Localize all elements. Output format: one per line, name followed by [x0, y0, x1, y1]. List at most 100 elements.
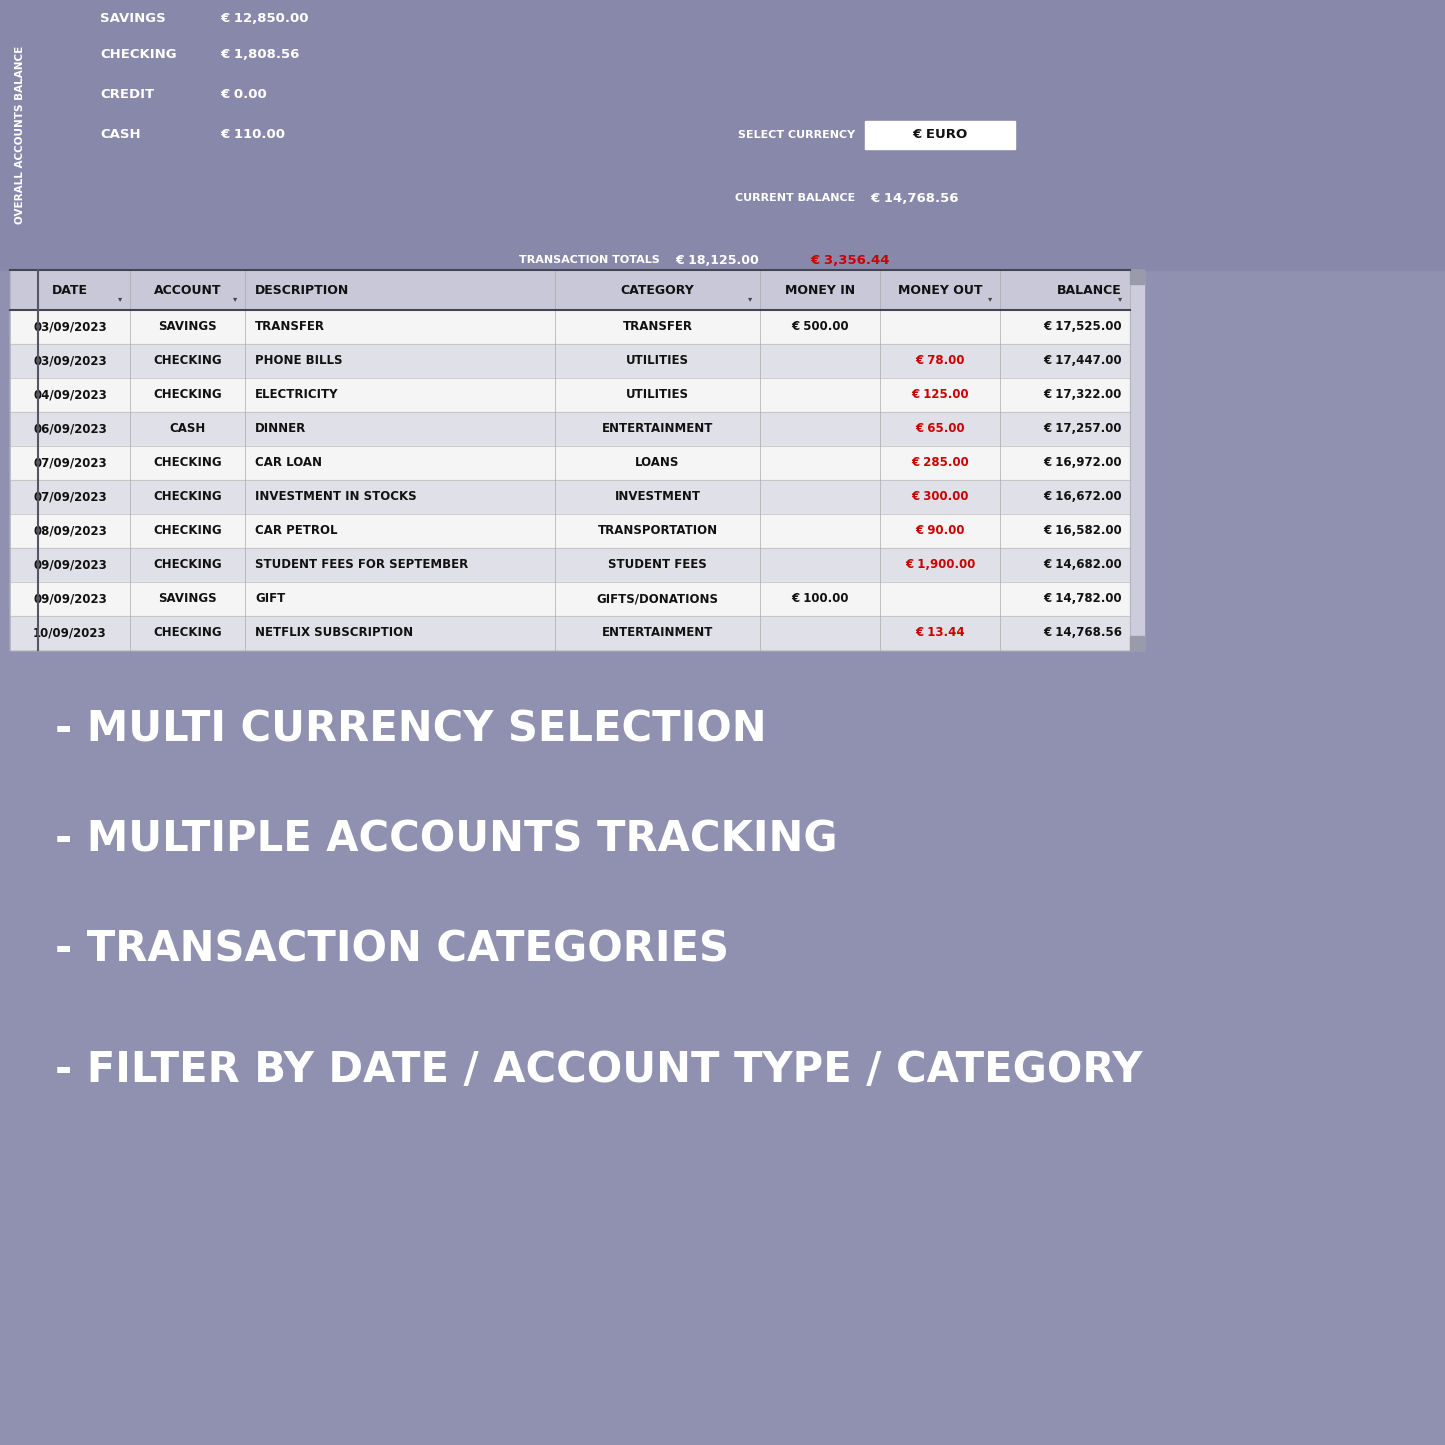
- Bar: [10, 616, 1130, 650]
- Text: GIFT: GIFT: [254, 592, 285, 605]
- Bar: [10, 480, 1130, 514]
- Bar: [10, 344, 1130, 379]
- Text: OVERALL ACCOUNTS BALANCE: OVERALL ACCOUNTS BALANCE: [14, 46, 25, 224]
- Text: 08/09/2023: 08/09/2023: [33, 525, 107, 538]
- Text: € 0.00: € 0.00: [220, 88, 267, 101]
- Bar: [1130, 636, 1144, 650]
- Text: - TRANSACTION CATEGORIES: - TRANSACTION CATEGORIES: [55, 929, 728, 971]
- Text: SELECT CURRENCY: SELECT CURRENCY: [738, 130, 855, 140]
- Text: € 110.00: € 110.00: [220, 129, 285, 142]
- Text: DESCRIPTION: DESCRIPTION: [254, 283, 350, 296]
- Text: € 1,900.00: € 1,900.00: [905, 559, 975, 572]
- Text: CHECKING: CHECKING: [153, 457, 223, 470]
- Bar: [0, 0, 1445, 270]
- Text: CASH: CASH: [100, 129, 140, 142]
- Text: € 17,322.00: € 17,322.00: [1043, 389, 1121, 402]
- Text: TRANSACTION TOTALS: TRANSACTION TOTALS: [519, 254, 660, 264]
- Text: € 17,447.00: € 17,447.00: [1043, 354, 1121, 367]
- Text: € 1,808.56: € 1,808.56: [220, 49, 299, 62]
- Text: STUDENT FEES FOR SEPTEMBER: STUDENT FEES FOR SEPTEMBER: [254, 559, 468, 572]
- Text: ENTERTAINMENT: ENTERTAINMENT: [601, 627, 714, 640]
- Bar: [1130, 270, 1144, 285]
- Text: CHECKING: CHECKING: [153, 389, 223, 402]
- Text: ▾: ▾: [233, 293, 237, 303]
- Text: TRANSFER: TRANSFER: [623, 321, 692, 334]
- Text: 06/09/2023: 06/09/2023: [33, 422, 107, 435]
- Text: € EURO: € EURO: [912, 129, 968, 142]
- Text: € 13.44: € 13.44: [915, 627, 965, 640]
- Text: 03/09/2023: 03/09/2023: [33, 354, 107, 367]
- Text: € 14,782.00: € 14,782.00: [1043, 592, 1121, 605]
- Text: € 16,582.00: € 16,582.00: [1043, 525, 1121, 538]
- Text: € 17,257.00: € 17,257.00: [1043, 422, 1121, 435]
- Text: LOANS: LOANS: [636, 457, 679, 470]
- Text: GIFTS/DONATIONS: GIFTS/DONATIONS: [597, 592, 718, 605]
- Bar: [866, 121, 1014, 149]
- Bar: [1130, 270, 1144, 650]
- Text: CAR LOAN: CAR LOAN: [254, 457, 322, 470]
- Bar: [10, 514, 1130, 548]
- Text: CATEGORY: CATEGORY: [620, 283, 695, 296]
- Text: TRANSFER: TRANSFER: [254, 321, 325, 334]
- Text: - FILTER BY DATE / ACCOUNT TYPE / CATEGORY: - FILTER BY DATE / ACCOUNT TYPE / CATEGO…: [55, 1049, 1143, 1091]
- Text: MONEY IN: MONEY IN: [785, 283, 855, 296]
- Text: CURRENT BALANCE: CURRENT BALANCE: [734, 194, 855, 202]
- Text: MONEY OUT: MONEY OUT: [897, 283, 983, 296]
- Bar: [10, 379, 1130, 412]
- Text: € 500.00: € 500.00: [792, 321, 848, 334]
- Bar: [10, 311, 1130, 344]
- Text: € 16,972.00: € 16,972.00: [1043, 457, 1121, 470]
- Text: € 3,356.44: € 3,356.44: [811, 253, 890, 266]
- Text: € 78.00: € 78.00: [915, 354, 965, 367]
- Text: TRANSPORTATION: TRANSPORTATION: [597, 525, 718, 538]
- Text: ENTERTAINMENT: ENTERTAINMENT: [601, 422, 714, 435]
- Text: 03/09/2023: 03/09/2023: [33, 321, 107, 334]
- Text: CHECKING: CHECKING: [153, 354, 223, 367]
- Text: NETFLIX SUBSCRIPTION: NETFLIX SUBSCRIPTION: [254, 627, 413, 640]
- Text: € 16,672.00: € 16,672.00: [1043, 490, 1121, 503]
- Text: € 17,525.00: € 17,525.00: [1043, 321, 1121, 334]
- Text: CHECKING: CHECKING: [153, 627, 223, 640]
- Text: € 90.00: € 90.00: [915, 525, 965, 538]
- Text: CHECKING: CHECKING: [153, 525, 223, 538]
- Bar: [10, 270, 1130, 311]
- Text: - MULTIPLE ACCOUNTS TRACKING: - MULTIPLE ACCOUNTS TRACKING: [55, 819, 838, 861]
- Bar: [10, 548, 1130, 582]
- Text: INVESTMENT IN STOCKS: INVESTMENT IN STOCKS: [254, 490, 416, 503]
- Text: SAVINGS: SAVINGS: [158, 592, 217, 605]
- Text: PHONE BILLS: PHONE BILLS: [254, 354, 342, 367]
- Text: SAVINGS: SAVINGS: [100, 12, 166, 25]
- Text: UTILITIES: UTILITIES: [626, 354, 689, 367]
- Text: ▾: ▾: [988, 293, 993, 303]
- Text: CASH: CASH: [169, 422, 205, 435]
- Bar: [10, 447, 1130, 480]
- Text: ELECTRICITY: ELECTRICITY: [254, 389, 338, 402]
- Text: CAR PETROL: CAR PETROL: [254, 525, 338, 538]
- Text: € 18,125.00: € 18,125.00: [675, 253, 759, 266]
- Text: CHECKING: CHECKING: [153, 490, 223, 503]
- Text: - MULTI CURRENCY SELECTION: - MULTI CURRENCY SELECTION: [55, 709, 767, 751]
- Text: UTILITIES: UTILITIES: [626, 389, 689, 402]
- Text: € 14,768.56: € 14,768.56: [1043, 627, 1121, 640]
- Text: 07/09/2023: 07/09/2023: [33, 490, 107, 503]
- Bar: [10, 582, 1130, 616]
- Text: 10/09/2023: 10/09/2023: [33, 627, 107, 640]
- Text: 04/09/2023: 04/09/2023: [33, 389, 107, 402]
- Text: € 12,850.00: € 12,850.00: [220, 12, 308, 25]
- Text: SAVINGS: SAVINGS: [158, 321, 217, 334]
- Text: ▾: ▾: [749, 293, 753, 303]
- Text: 09/09/2023: 09/09/2023: [33, 559, 107, 572]
- Text: € 100.00: € 100.00: [792, 592, 848, 605]
- Text: € 65.00: € 65.00: [915, 422, 965, 435]
- Text: 07/09/2023: 07/09/2023: [33, 457, 107, 470]
- Text: ▾: ▾: [118, 293, 123, 303]
- Text: INVESTMENT: INVESTMENT: [614, 490, 701, 503]
- Text: € 285.00: € 285.00: [912, 457, 970, 470]
- Text: € 125.00: € 125.00: [912, 389, 968, 402]
- Text: € 14,682.00: € 14,682.00: [1043, 559, 1121, 572]
- Text: € 300.00: € 300.00: [912, 490, 968, 503]
- Text: 09/09/2023: 09/09/2023: [33, 592, 107, 605]
- Text: DINNER: DINNER: [254, 422, 306, 435]
- Text: CHECKING: CHECKING: [100, 49, 176, 62]
- Text: DATE: DATE: [52, 283, 88, 296]
